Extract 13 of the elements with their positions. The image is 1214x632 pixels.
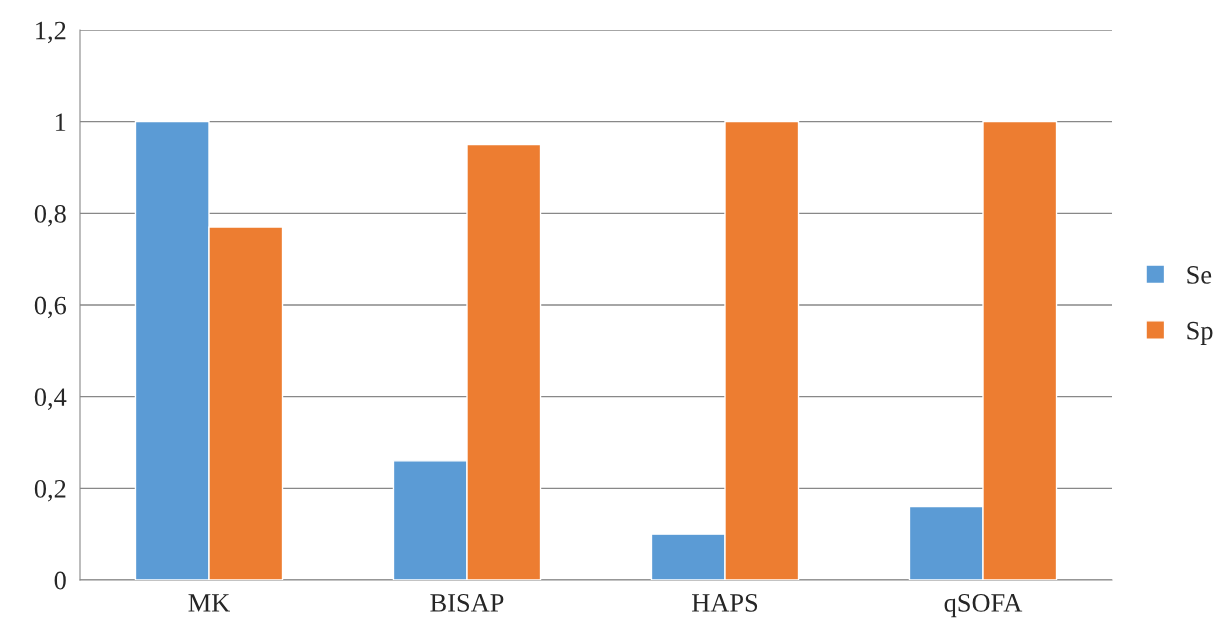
y-tick-label: 0 [54, 571, 66, 590]
y-tick-label: 0,4 [34, 388, 67, 410]
x-tick-label: MK [188, 594, 230, 612]
y-tick-label: 0,2 [34, 479, 66, 502]
x-tick-label: HAPS [692, 594, 758, 612]
legend-label: Sp [1187, 321, 1213, 345]
y-tick-label: 1,2 [36, 21, 66, 44]
y-tick-label: 0,6 [34, 296, 67, 319]
x-tick-label: BISAP [430, 594, 504, 612]
y-tick-label: 1 [55, 113, 66, 131]
y-tick-label: 0,8 [34, 204, 66, 227]
x-tick-label: qSOFA [944, 594, 1023, 618]
legend-label: Se [1187, 266, 1212, 284]
